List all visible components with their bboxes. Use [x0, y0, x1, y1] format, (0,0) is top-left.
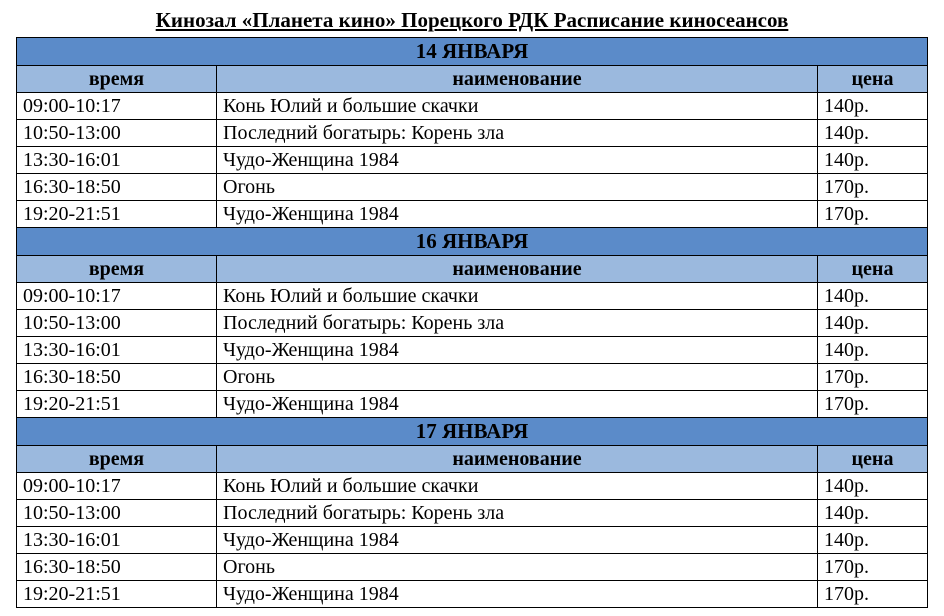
session-row: 13:30-16:01Чудо-Женщина 1984140р. [17, 527, 928, 554]
session-time: 19:20-21:51 [17, 391, 217, 418]
session-row: 16:30-18:50Огонь170р. [17, 364, 928, 391]
session-name: Чудо-Женщина 1984 [217, 147, 818, 174]
session-row: 10:50-13:00Последний богатырь: Корень зл… [17, 500, 928, 527]
session-time: 19:20-21:51 [17, 581, 217, 608]
session-time: 09:00-10:17 [17, 93, 217, 120]
column-header-row: времянаименованиецена [17, 66, 928, 93]
session-name: Конь Юлий и большие скачки [217, 283, 818, 310]
session-name: Конь Юлий и большие скачки [217, 93, 818, 120]
session-name: Чудо-Женщина 1984 [217, 527, 818, 554]
date-row: 16 ЯНВАРЯ [17, 228, 928, 256]
column-header-price: цена [818, 446, 928, 473]
session-time: 10:50-13:00 [17, 500, 217, 527]
column-header-row: времянаименованиецена [17, 256, 928, 283]
session-name: Последний богатырь: Корень зла [217, 500, 818, 527]
session-price: 140р. [818, 527, 928, 554]
session-price: 170р. [818, 581, 928, 608]
date-cell: 16 ЯНВАРЯ [17, 228, 928, 256]
session-name: Огонь [217, 174, 818, 201]
session-price: 170р. [818, 391, 928, 418]
session-row: 19:20-21:51Чудо-Женщина 1984170р. [17, 581, 928, 608]
column-header-time: время [17, 66, 217, 93]
schedule-table: 14 ЯНВАРЯвремянаименованиецена09:00-10:1… [16, 37, 928, 608]
session-price: 140р. [818, 500, 928, 527]
session-time: 10:50-13:00 [17, 120, 217, 147]
session-price: 140р. [818, 337, 928, 364]
session-row: 10:50-13:00Последний богатырь: Корень зл… [17, 310, 928, 337]
session-row: 16:30-18:50Огонь170р. [17, 554, 928, 581]
session-row: 19:20-21:51Чудо-Женщина 1984170р. [17, 391, 928, 418]
session-row: 09:00-10:17Конь Юлий и большие скачки140… [17, 473, 928, 500]
session-row: 13:30-16:01Чудо-Женщина 1984140р. [17, 147, 928, 174]
column-header-row: времянаименованиецена [17, 446, 928, 473]
session-time: 16:30-18:50 [17, 554, 217, 581]
date-cell: 17 ЯНВАРЯ [17, 418, 928, 446]
column-header-time: время [17, 256, 217, 283]
session-name: Чудо-Женщина 1984 [217, 337, 818, 364]
date-row: 17 ЯНВАРЯ [17, 418, 928, 446]
session-price: 140р. [818, 283, 928, 310]
session-name: Чудо-Женщина 1984 [217, 391, 818, 418]
session-time: 09:00-10:17 [17, 283, 217, 310]
session-price: 140р. [818, 310, 928, 337]
session-time: 10:50-13:00 [17, 310, 217, 337]
session-row: 13:30-16:01Чудо-Женщина 1984140р. [17, 337, 928, 364]
session-time: 09:00-10:17 [17, 473, 217, 500]
session-row: 09:00-10:17Конь Юлий и большие скачки140… [17, 93, 928, 120]
session-name: Последний богатырь: Корень зла [217, 310, 818, 337]
session-row: 19:20-21:51Чудо-Женщина 1984170р. [17, 201, 928, 228]
schedule-title: Кинозал «Планета кино» Порецкого РДК Рас… [16, 8, 928, 33]
session-price: 140р. [818, 473, 928, 500]
column-header-name: наименование [217, 66, 818, 93]
session-name: Последний богатырь: Корень зла [217, 120, 818, 147]
session-row: 16:30-18:50Огонь170р. [17, 174, 928, 201]
session-time: 19:20-21:51 [17, 201, 217, 228]
column-header-name: наименование [217, 446, 818, 473]
session-price: 140р. [818, 147, 928, 174]
column-header-price: цена [818, 256, 928, 283]
session-time: 16:30-18:50 [17, 174, 217, 201]
session-time: 16:30-18:50 [17, 364, 217, 391]
session-name: Огонь [217, 554, 818, 581]
session-price: 170р. [818, 174, 928, 201]
date-row: 14 ЯНВАРЯ [17, 38, 928, 66]
session-price: 170р. [818, 201, 928, 228]
session-price: 170р. [818, 554, 928, 581]
column-header-price: цена [818, 66, 928, 93]
session-time: 13:30-16:01 [17, 147, 217, 174]
session-price: 140р. [818, 93, 928, 120]
session-row: 09:00-10:17Конь Юлий и большие скачки140… [17, 283, 928, 310]
column-header-time: время [17, 446, 217, 473]
session-name: Чудо-Женщина 1984 [217, 581, 818, 608]
session-time: 13:30-16:01 [17, 337, 217, 364]
session-row: 10:50-13:00Последний богатырь: Корень зл… [17, 120, 928, 147]
column-header-name: наименование [217, 256, 818, 283]
session-price: 170р. [818, 364, 928, 391]
session-name: Огонь [217, 364, 818, 391]
session-name: Конь Юлий и большие скачки [217, 473, 818, 500]
session-time: 13:30-16:01 [17, 527, 217, 554]
session-price: 140р. [818, 120, 928, 147]
date-cell: 14 ЯНВАРЯ [17, 38, 928, 66]
session-name: Чудо-Женщина 1984 [217, 201, 818, 228]
